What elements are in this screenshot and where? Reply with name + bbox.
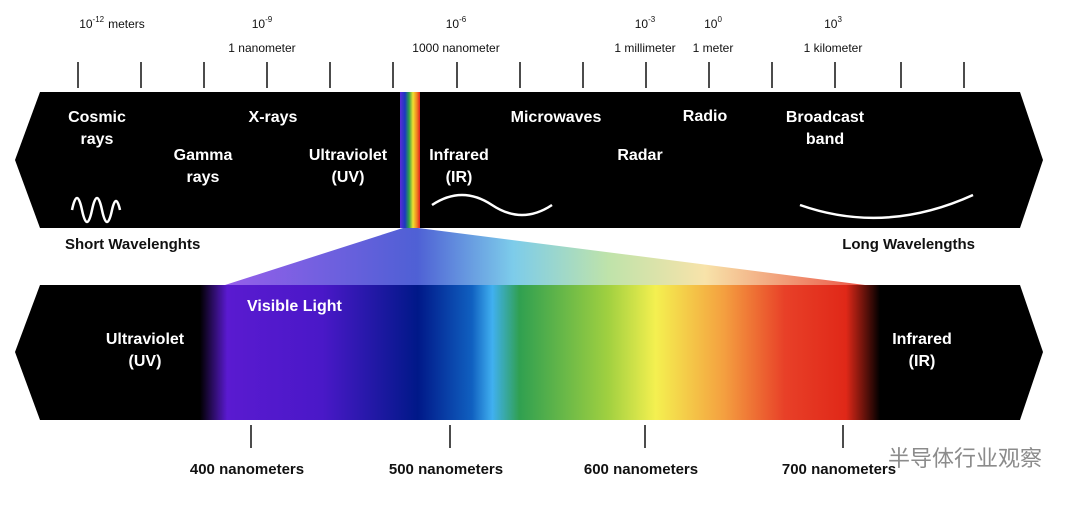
scale-unit: 1 meter: [693, 41, 734, 55]
band-label: Broadcast: [786, 109, 865, 126]
scale-power: 10-6: [446, 15, 467, 31]
spectrum-band: [15, 92, 1043, 228]
scale-base: 10: [446, 17, 460, 31]
scale-exponent: -9: [265, 15, 273, 24]
visible-fan: [225, 228, 865, 285]
scale-base: 10: [635, 17, 649, 31]
scale-unit: 1 kilometer: [804, 41, 863, 55]
scale-power: 10-9: [252, 15, 273, 31]
band-label: band: [806, 131, 844, 148]
ir-label: (IR): [909, 353, 936, 370]
nm-label: 500 nanometers: [389, 461, 503, 478]
scale-unit: 1000 nanometer: [412, 41, 499, 55]
band-label: Ultraviolet: [309, 147, 388, 164]
scale-label: 10-12 meters: [79, 15, 145, 31]
scale-unit: 1 millimeter: [614, 41, 675, 55]
nm-label: 600 nanometers: [584, 461, 698, 478]
band-label: Gamma: [174, 147, 233, 164]
uv-label: Ultraviolet: [106, 331, 185, 348]
long-label: Long Wavelengths: [842, 236, 975, 253]
short-wave: [70, 196, 122, 224]
scale-base: 10: [79, 17, 93, 31]
band-label: rays: [81, 131, 114, 148]
band-label: (IR): [446, 169, 473, 186]
band-label: X-rays: [249, 109, 298, 126]
band-label: Infrared: [429, 147, 489, 164]
visible-title: Visible Light: [247, 298, 343, 315]
scale-exponent: -3: [648, 15, 656, 24]
band-label: rays: [187, 169, 220, 186]
band-label: Radio: [683, 108, 728, 125]
uv-label: (UV): [129, 353, 162, 370]
scale-exponent: 0: [717, 15, 722, 24]
scale-base: 10: [252, 17, 266, 31]
scale-unit: meters: [108, 17, 145, 31]
scale-unit: 1 nanometer: [228, 41, 295, 55]
nm-label: 700 nanometers: [782, 461, 896, 478]
visible-gradient: [200, 285, 880, 420]
scale-power: 103: [824, 15, 842, 31]
scale-base: 10: [824, 17, 838, 31]
band-label: (UV): [332, 169, 365, 186]
ir-label: Infrared: [892, 331, 952, 348]
scale-base: 10: [704, 17, 718, 31]
medium-wave: [431, 193, 553, 217]
scale-exponent: -6: [459, 15, 467, 24]
short-label: Short Wavelenghts: [65, 236, 200, 253]
band-label: Microwaves: [511, 109, 602, 126]
scale-power: 10-3: [635, 15, 656, 31]
nm-label: 400 nanometers: [190, 461, 304, 478]
long-wave: [799, 193, 974, 220]
scale-power: 100: [704, 15, 722, 31]
scale-exponent: 3: [837, 15, 842, 24]
band-label: Cosmic: [68, 109, 126, 126]
watermark: 半导体行业观察: [888, 446, 1042, 471]
scale-exponent: -12: [93, 15, 105, 24]
band-label: Radar: [617, 147, 662, 164]
visible-strip: [400, 92, 420, 228]
